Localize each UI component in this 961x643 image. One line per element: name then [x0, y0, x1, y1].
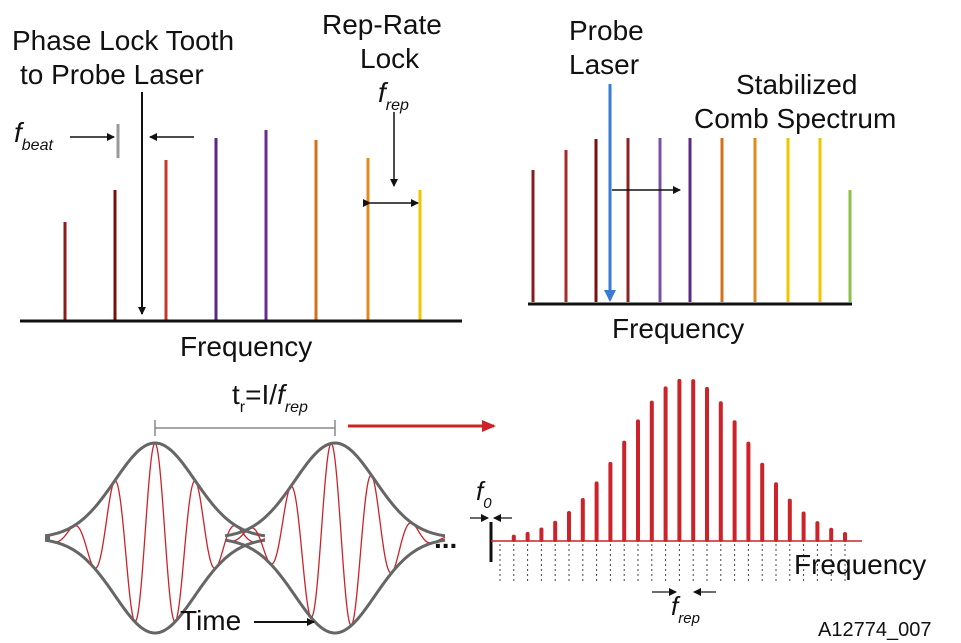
frep-label-top: frep: [378, 77, 409, 114]
panel-b-frequency-label: Frequency: [612, 313, 744, 344]
panel-time-frequency: tr=I/frep ... Time f0 Frequency frep A12…: [44, 378, 931, 641]
time-label: Time: [180, 605, 241, 636]
pulse-envelope-upper: [44, 441, 266, 538]
pulse-envelope-lower: [44, 538, 266, 635]
spectrum-frequency-label: Frequency: [794, 549, 926, 580]
frequency-spectrum: [499, 378, 847, 582]
rep-rate-label-line1: Rep-Rate: [322, 9, 442, 40]
ellipsis: ...: [434, 523, 457, 554]
panel-stabilized-comb: Probe Laser Stabilized Comb Spectrum Fre…: [528, 15, 896, 344]
pulse-train: [44, 441, 446, 635]
f0-label: f0: [476, 476, 492, 512]
phase-lock-title-line2: to Probe Laser: [20, 59, 204, 90]
panel-a-comb-teeth: [63, 130, 422, 320]
panel-a-frequency-label: Frequency: [180, 331, 312, 362]
pulse-envelope-upper: [224, 441, 446, 538]
probe-laser-label-line1: Probe: [569, 15, 644, 46]
phase-lock-title-line1: Phase Lock Tooth: [12, 25, 234, 56]
probe-laser-label-line2: Laser: [569, 49, 639, 80]
panel-phase-lock: Phase Lock Tooth to Probe Laser Rep-Rate…: [12, 9, 462, 362]
tr-label: tr=I/frep: [232, 379, 308, 416]
frep-label-bottom: frep: [671, 591, 700, 627]
stabilized-title-line2: Comb Spectrum: [694, 103, 896, 134]
pulse-carrier: [44, 441, 266, 623]
panel-b-comb-teeth: [531, 138, 852, 302]
stabilized-title-line1: Stabilized: [736, 69, 857, 100]
fbeat-label: fbeat: [14, 117, 53, 154]
pulse-envelope-lower: [224, 538, 446, 635]
pulse-carrier: [224, 442, 446, 627]
figure-id: A12774_007: [818, 619, 931, 641]
rep-rate-label-line2: Lock: [360, 43, 420, 74]
